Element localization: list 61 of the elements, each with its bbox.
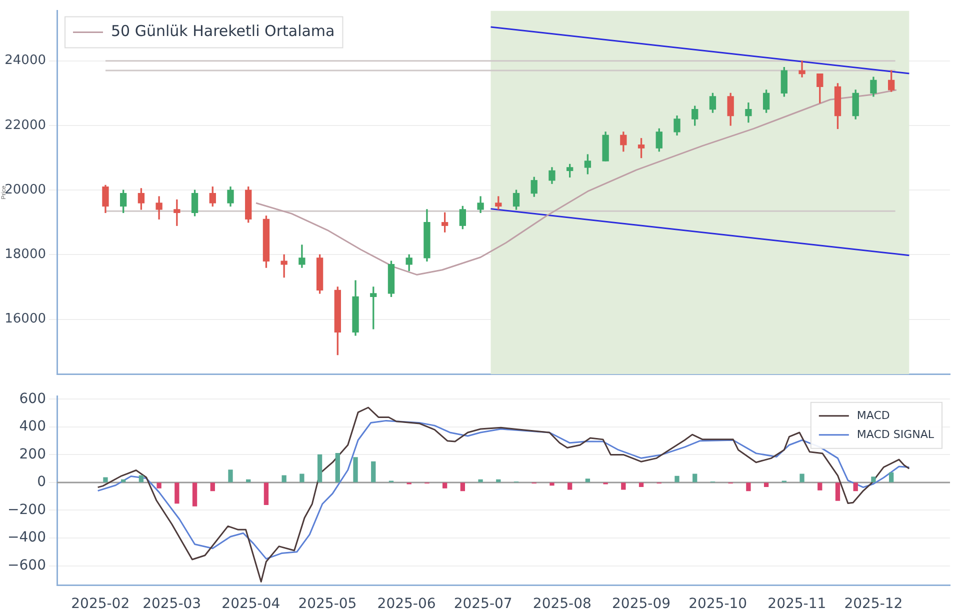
bar	[192, 482, 198, 506]
bar	[103, 477, 108, 482]
bar	[692, 474, 698, 482]
bar	[353, 457, 358, 482]
bar	[568, 482, 572, 490]
y-tick-label: 400	[19, 418, 46, 435]
bar	[317, 454, 322, 482]
bar	[282, 475, 286, 482]
x-tick-label: 2025-11	[768, 596, 826, 612]
x-tick-label: 2025-10	[688, 596, 748, 612]
bar	[228, 470, 233, 482]
bar	[818, 482, 822, 490]
bar	[335, 452, 340, 482]
x-tick-label: 2025-08	[532, 596, 592, 612]
y-tick-label: −200	[8, 502, 46, 518]
bar	[138, 475, 144, 482]
legend-label: MACD	[856, 408, 890, 422]
bar	[264, 482, 269, 506]
bar	[800, 474, 804, 482]
bar	[638, 482, 644, 487]
x-tick-label: 2025-04	[222, 596, 280, 612]
y-tick-label: 20000	[4, 182, 46, 198]
bar	[674, 476, 680, 482]
bar	[371, 461, 376, 482]
bar	[871, 476, 876, 482]
bar	[246, 479, 251, 482]
y-tick-label: −600	[8, 557, 46, 574]
x-tick-label: 2025-03	[142, 596, 202, 612]
legend-label: 50 Günlük Hareketli Ortalama	[111, 22, 335, 40]
y-tick-label: 16000	[4, 312, 46, 327]
x-tick-label: 2025-05	[298, 596, 357, 612]
bar	[460, 482, 466, 492]
y-tick-label: 200	[19, 446, 46, 462]
x-tick-label: 2025-02	[71, 596, 130, 612]
bar	[496, 479, 501, 482]
bar	[442, 482, 448, 488]
bar	[764, 482, 769, 487]
bar	[478, 479, 483, 482]
bar	[300, 474, 304, 482]
bar	[621, 482, 626, 490]
bar	[888, 472, 894, 482]
bar	[746, 482, 751, 492]
y-tick-label: 600	[19, 390, 46, 407]
bar	[121, 479, 126, 482]
y-tick-label: −400	[8, 530, 46, 546]
y-tick-label: 0	[37, 474, 46, 490]
y-tick-label: 24000	[4, 53, 46, 68]
bar	[174, 482, 180, 504]
x-tick-label: 2025-09	[612, 596, 671, 612]
bar	[585, 478, 590, 482]
legend-label: MACD SIGNAL	[856, 428, 935, 441]
x-tick-label: 2025-07	[454, 596, 512, 612]
bar	[835, 482, 840, 501]
bar	[550, 482, 554, 486]
bar	[156, 482, 162, 488]
bar	[210, 482, 215, 492]
bar	[853, 482, 858, 492]
y-tick-label: 22000	[4, 118, 46, 133]
x-tick-label: 2025-12	[844, 596, 903, 612]
y-tick-label: 18000	[4, 247, 46, 262]
x-tick-label: 2025-06	[377, 596, 436, 612]
